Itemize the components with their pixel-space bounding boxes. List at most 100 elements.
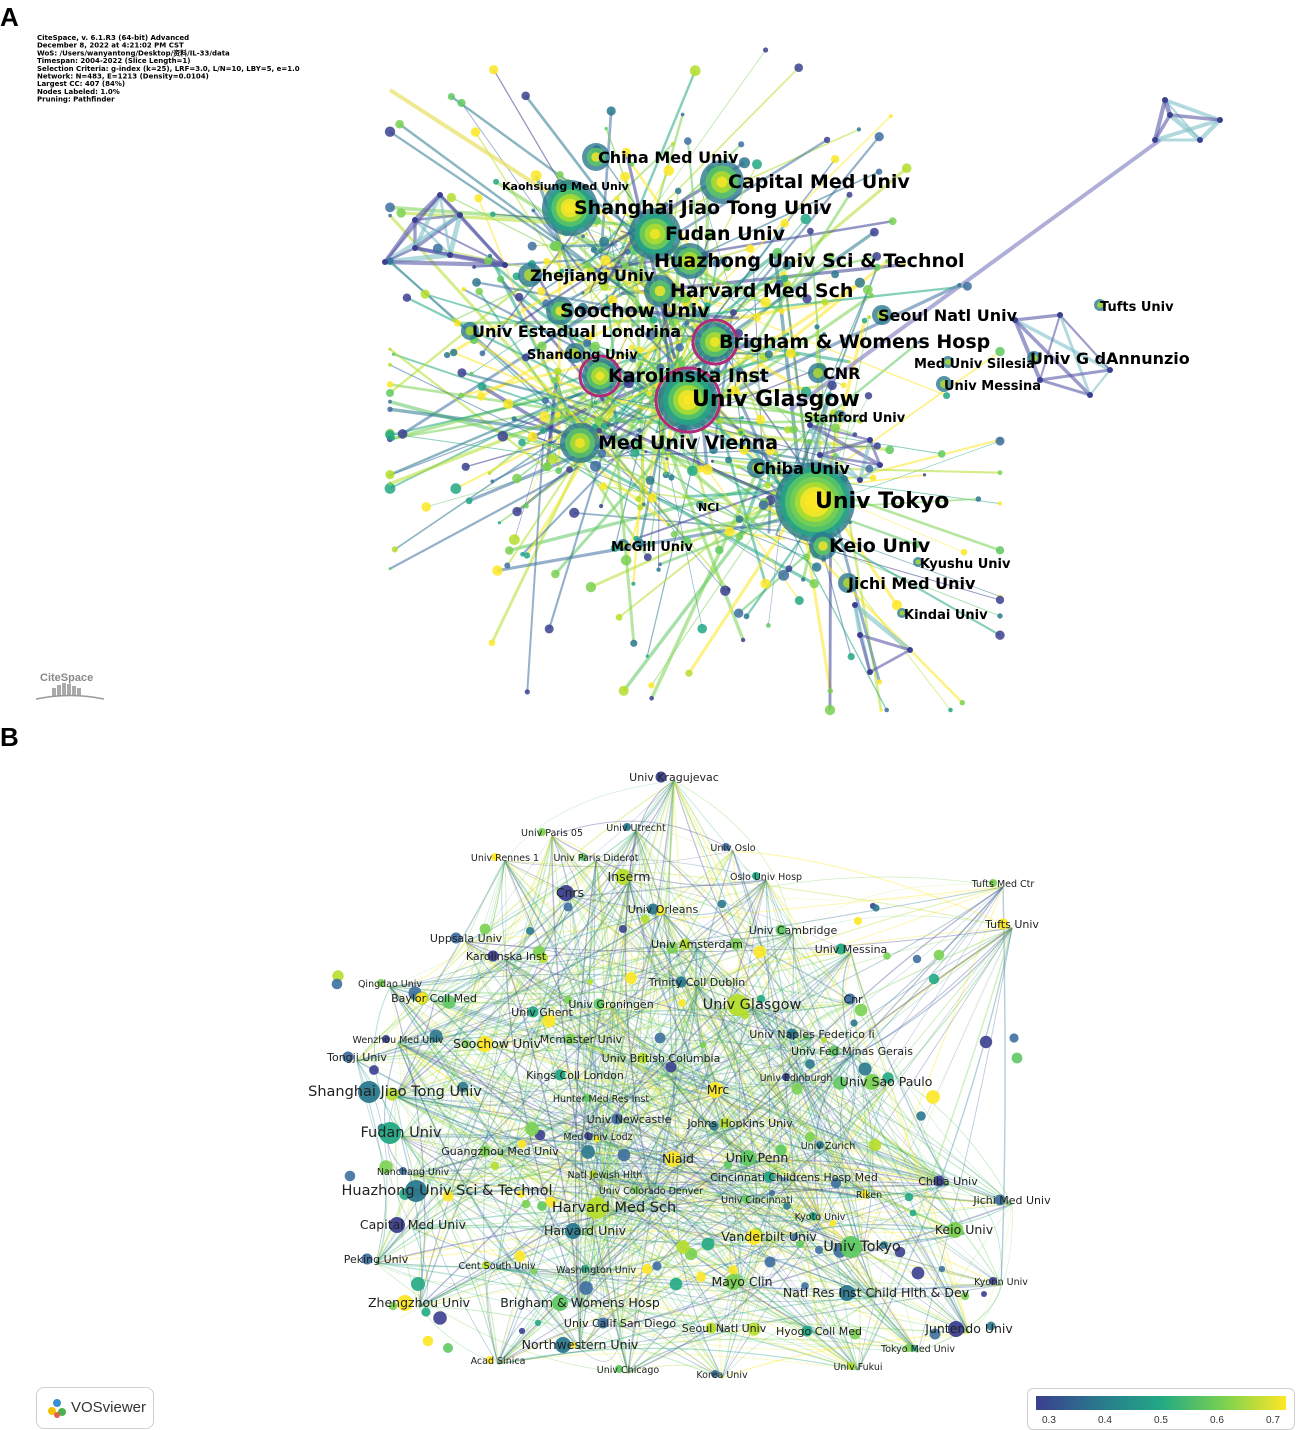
link — [756, 1148, 829, 1176]
link — [696, 985, 821, 1221]
node — [995, 436, 1005, 446]
link — [499, 1154, 723, 1379]
institution-label: Soochow Univ — [560, 300, 710, 322]
link — [756, 1160, 949, 1186]
link — [619, 1326, 919, 1353]
link — [947, 1184, 1002, 1286]
node — [443, 1343, 453, 1353]
link — [584, 780, 675, 1236]
link — [394, 1095, 877, 1298]
link — [400, 860, 506, 1138]
link — [505, 959, 829, 1150]
link — [604, 1177, 1013, 1205]
link — [412, 1174, 629, 1374]
node — [493, 178, 499, 185]
link — [375, 1262, 1002, 1286]
link — [541, 896, 571, 1017]
link — [412, 1174, 758, 1204]
link — [673, 780, 829, 1150]
link — [768, 933, 794, 1242]
institution-label: Tokyo Med Univ — [880, 1344, 955, 1355]
node — [854, 277, 866, 288]
node — [912, 954, 922, 964]
link — [756, 1161, 821, 1221]
node — [891, 600, 903, 611]
node — [344, 1170, 356, 1182]
link — [765, 879, 970, 1334]
node — [853, 916, 863, 926]
node — [740, 440, 746, 446]
node — [810, 413, 816, 418]
link — [496, 886, 1004, 1049]
institution-label: Univ Messina — [944, 379, 1041, 394]
link — [580, 1042, 949, 1186]
link — [768, 1184, 949, 1242]
link — [412, 780, 675, 1176]
link — [604, 880, 633, 1179]
link — [496, 1047, 821, 1221]
link — [756, 1054, 853, 1204]
node — [517, 1139, 527, 1149]
metadata-line: Largest CC: 407 (84%) — [37, 80, 125, 88]
link — [635, 830, 662, 1063]
institution-node — [358, 1081, 380, 1103]
link — [627, 1180, 795, 1374]
long-edge — [788, 138, 1162, 412]
link — [785, 1180, 795, 1193]
edge — [809, 230, 829, 463]
node — [735, 367, 744, 375]
edge — [602, 258, 808, 300]
node — [884, 707, 889, 713]
link — [875, 1284, 1002, 1298]
major-node-ring — [877, 310, 887, 320]
clique-edge — [1013, 318, 1092, 397]
link — [400, 1134, 679, 1164]
node — [822, 332, 826, 336]
link — [569, 896, 949, 1186]
link — [595, 1037, 813, 1274]
institution-label: Univ Tokyo — [815, 489, 949, 514]
institution-label: Univ Fukui — [833, 1362, 882, 1373]
edge — [593, 249, 638, 262]
edge — [450, 95, 645, 238]
clique-edge — [414, 213, 461, 222]
link — [505, 959, 758, 1163]
node — [909, 1209, 917, 1217]
node — [610, 543, 620, 553]
link — [792, 933, 801, 1082]
link — [600, 1101, 859, 1371]
link — [628, 880, 1004, 901]
institution-node — [564, 1033, 576, 1045]
link — [418, 1239, 770, 1308]
node — [665, 457, 669, 461]
node — [537, 341, 547, 352]
link — [721, 1161, 758, 1379]
institution-label: Huazhong Univ Sci & Technol — [654, 250, 965, 272]
institution-node — [786, 1028, 798, 1040]
clique-node — [457, 212, 463, 218]
link — [394, 1095, 602, 1114]
centrality-ring — [654, 366, 722, 434]
node — [504, 562, 511, 569]
institution-label: Univ Messina — [815, 943, 888, 956]
node — [645, 654, 649, 658]
node — [521, 91, 530, 101]
link — [412, 1174, 859, 1371]
link — [635, 780, 675, 832]
node — [755, 414, 766, 425]
node — [569, 1341, 577, 1349]
link — [595, 860, 616, 1179]
link — [723, 1285, 744, 1333]
link — [621, 880, 630, 1124]
node — [477, 392, 486, 401]
link — [795, 927, 1013, 1082]
link — [604, 850, 734, 1179]
major-node-ring — [1097, 302, 1103, 308]
link — [818, 1334, 864, 1371]
node — [614, 432, 617, 436]
institution-label: Vanderbilt Univ — [721, 1229, 817, 1244]
node — [734, 608, 744, 618]
link — [497, 1338, 919, 1365]
link — [394, 880, 630, 1097]
institution-label: Univ Calif San Diego — [564, 1317, 676, 1330]
